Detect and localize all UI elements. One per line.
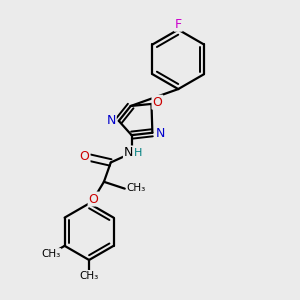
Text: O: O <box>80 150 89 163</box>
Text: H: H <box>134 148 142 158</box>
Text: F: F <box>175 18 182 31</box>
Text: CH₃: CH₃ <box>80 271 99 281</box>
Text: N: N <box>155 127 165 140</box>
Text: N: N <box>106 114 116 127</box>
Text: O: O <box>88 193 98 206</box>
Text: CH₃: CH₃ <box>126 183 146 193</box>
Text: N: N <box>124 146 133 160</box>
Text: O: O <box>152 96 162 109</box>
Text: CH₃: CH₃ <box>41 249 61 259</box>
